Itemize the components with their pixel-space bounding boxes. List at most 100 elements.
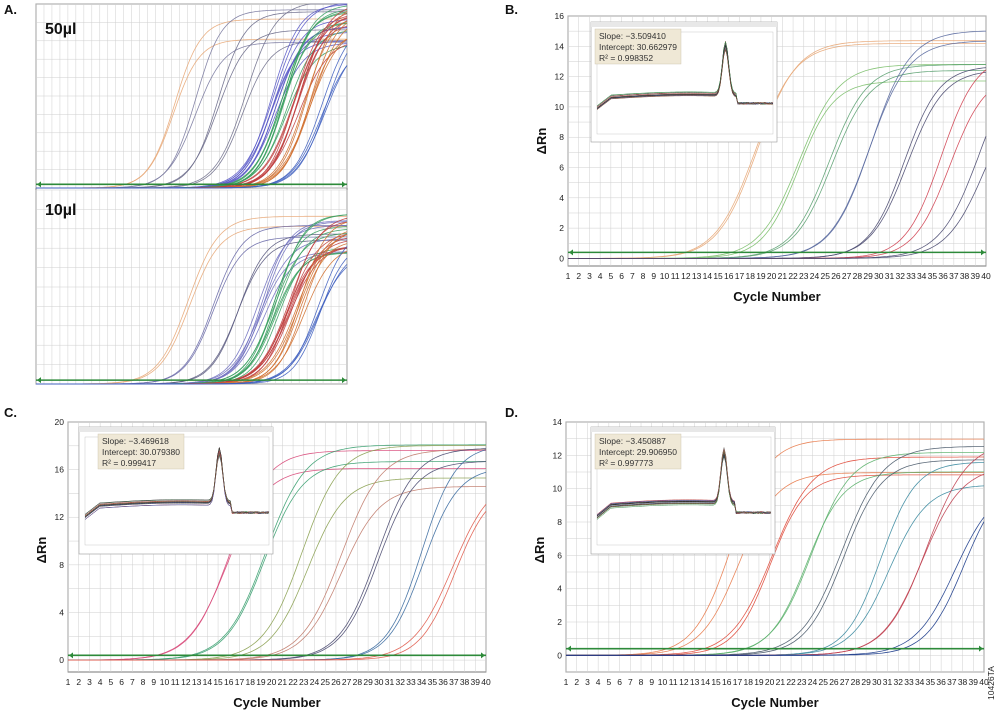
x-tick-label: 4 — [598, 271, 603, 281]
panel-d-ticks: 1 2 3 4 5 6 7 8 9 10 11 12 13 14 15 16 17 18 19 20 21 22 23 24 2… — [553, 417, 989, 687]
panel-a-sublabel-10ul: 10µl — [45, 202, 76, 219]
x-tick-label: 37 — [449, 677, 459, 687]
x-tick-label: 40 — [979, 677, 989, 687]
threshold-marker-left — [567, 645, 571, 652]
y-tick-label: 16 — [55, 465, 65, 475]
x-tick-label: 4 — [98, 677, 103, 687]
x-tick-label: 16 — [724, 271, 734, 281]
threshold-marker-right — [481, 652, 485, 659]
x-tick-label: 12 — [681, 271, 691, 281]
x-tick-label: 27 — [840, 677, 850, 687]
y-tick-label: 20 — [55, 417, 65, 427]
y-tick-label: 0 — [59, 655, 64, 665]
x-tick-label: 21 — [776, 677, 786, 687]
x-tick-label: 9 — [649, 677, 654, 687]
x-tick-label: 9 — [651, 271, 656, 281]
y-tick-label: 2 — [557, 617, 562, 627]
x-tick-label: 27 — [842, 271, 852, 281]
x-tick-label: 7 — [130, 677, 135, 687]
threshold-marker-left — [69, 652, 73, 659]
figure-id: 10426TA — [986, 666, 996, 700]
x-tick-label: 25 — [820, 271, 830, 281]
x-tick-label: 37 — [947, 677, 957, 687]
x-tick-label: 26 — [829, 677, 839, 687]
x-tick-label: 29 — [363, 677, 373, 687]
x-tick-label: 23 — [799, 271, 809, 281]
x-tick-label: 25 — [320, 677, 330, 687]
x-tick-label: 32 — [396, 677, 406, 687]
threshold-marker-left — [37, 181, 41, 188]
y-tick-label: 12 — [553, 450, 563, 460]
x-tick-label: 40 — [481, 677, 491, 687]
panel-d-r2: R² = 0.997773 — [599, 458, 653, 468]
melt-curve — [84, 453, 270, 517]
panel-c-r2: R² = 0.999417 — [102, 458, 156, 468]
panel-c-xlabel: Cycle Number — [233, 695, 320, 710]
x-tick-label: 11 — [171, 677, 180, 687]
x-tick-label: 39 — [471, 677, 481, 687]
amplification-curve — [36, 257, 348, 385]
panel-d-inset-titlebar — [591, 427, 775, 432]
x-tick-label: 1 — [66, 677, 71, 687]
x-tick-label: 28 — [853, 271, 863, 281]
x-tick-label: 33 — [904, 677, 914, 687]
x-tick-label: 15 — [213, 677, 223, 687]
panel-a-bottom-curves — [36, 214, 348, 385]
panel-c-inset-titlebar — [79, 427, 273, 432]
y-tick-label: 10 — [555, 102, 565, 112]
x-tick-label: 14 — [703, 271, 713, 281]
panel-c-intercept: Intercept: 30.079380 — [102, 447, 180, 457]
amplification-curve — [68, 468, 486, 661]
panel-b-slope: Slope: −3.509410 — [599, 31, 666, 41]
panel-b-label: B. — [505, 2, 518, 17]
x-tick-label: 11 — [669, 677, 678, 687]
x-tick-label: 35 — [928, 271, 938, 281]
x-tick-label: 19 — [756, 271, 766, 281]
x-tick-label: 19 — [256, 677, 266, 687]
amplification-curve — [566, 521, 985, 656]
x-tick-label: 10 — [160, 677, 170, 687]
x-tick-label: 12 — [181, 677, 191, 687]
threshold-marker-right — [342, 377, 346, 384]
x-tick-label: 18 — [745, 271, 755, 281]
x-tick-label: 24 — [310, 677, 320, 687]
x-tick-label: 36 — [936, 677, 946, 687]
melt-curve — [596, 450, 772, 519]
x-tick-label: 7 — [630, 271, 635, 281]
x-tick-label: 12 — [679, 677, 689, 687]
y-tick-label: 0 — [557, 650, 562, 660]
x-tick-label: 31 — [885, 271, 895, 281]
x-tick-label: 35 — [926, 677, 936, 687]
melt-curve — [596, 49, 774, 110]
panel-d-inset: Slope: −3.450887 Intercept: 29.906950 R²… — [590, 426, 776, 555]
x-tick-label: 28 — [353, 677, 363, 687]
x-tick-label: 37 — [949, 271, 959, 281]
x-tick-label: 11 — [671, 271, 680, 281]
x-tick-label: 2 — [576, 271, 581, 281]
y-tick-label: 14 — [555, 41, 565, 51]
x-tick-label: 20 — [765, 677, 775, 687]
y-tick-label: 8 — [559, 132, 564, 142]
panel-c: C. 1 2 3 4 5 6 7 8 9 10 11 12 13 14 15 16 17 18 19 20 21 22 23… — [4, 405, 491, 710]
x-tick-label: 21 — [778, 271, 788, 281]
panel-b-ylabel: ΔRn — [534, 128, 549, 155]
panel-c-slope: Slope: −3.469618 — [102, 436, 169, 446]
x-tick-label: 7 — [628, 677, 633, 687]
panel-b-inset: Slope: −3.509410 Intercept: 30.662979 R²… — [590, 21, 778, 143]
panel-a-bottom-grid — [35, 189, 348, 385]
panel-b: B. 1 2 3 4 5 6 7 8 9 10 11 12 13 14 15 16 17 18 19 20 21 22 23… — [505, 2, 991, 304]
panel-c-melt-curves — [84, 436, 270, 546]
panel-d: D. 1 2 3 4 5 6 7 8 9 10 11 12 13 14 15 16 17 18 19 20 21 22 23… — [505, 405, 989, 710]
x-tick-label: 34 — [417, 677, 427, 687]
x-tick-label: 20 — [267, 677, 277, 687]
panel-b-intercept: Intercept: 30.662979 — [599, 42, 677, 52]
y-tick-label: 0 — [559, 253, 564, 263]
panel-b-melt-curves — [596, 31, 774, 135]
x-tick-label: 34 — [917, 271, 927, 281]
x-tick-label: 4 — [596, 677, 601, 687]
y-tick-label: 4 — [59, 607, 64, 617]
panel-d-xlabel: Cycle Number — [731, 695, 818, 710]
panel-c-curves — [68, 444, 487, 661]
x-tick-label: 17 — [735, 271, 745, 281]
